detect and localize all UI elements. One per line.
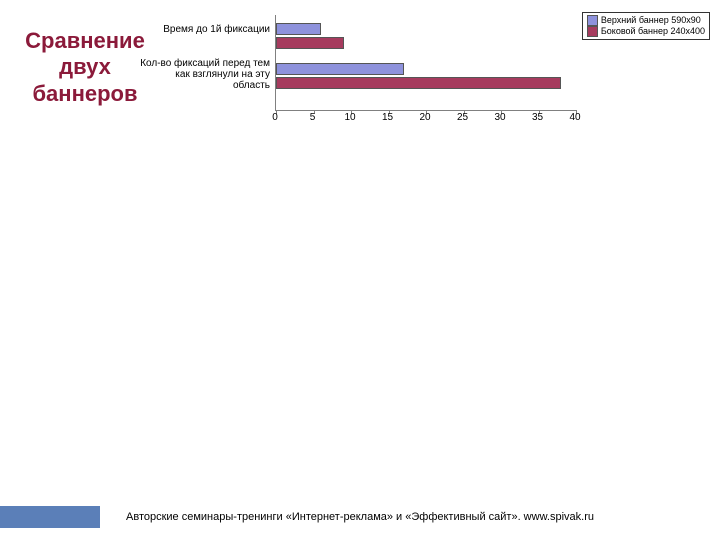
bar-s1-c1 [276,77,561,89]
slide-title: Сравнение двух баннеров [10,28,160,107]
x-tick-label: 0 [272,112,278,123]
x-tick-label: 25 [457,112,468,123]
category-label-0: Время до 1й фиксации [140,24,270,35]
legend-item-1: Боковой баннер 240x400 [587,26,705,37]
legend-item-0: Верхний баннер 590x90 [587,15,705,26]
x-tick-label: 30 [494,112,505,123]
x-tick-label: 10 [344,112,355,123]
x-tick-label: 40 [569,112,580,123]
x-tick-label: 15 [382,112,393,123]
chart-legend: Верхний баннер 590x90 Боковой баннер 240… [582,12,710,40]
legend-swatch-1 [587,26,598,37]
x-tick-label: 5 [310,112,316,123]
bar-s0-c0 [276,23,321,35]
slide: Сравнение двух баннеров Время до 1й фикс… [0,0,720,540]
bar-s0-c1 [276,63,404,75]
x-axis-ticks: 0510152025303540 [275,112,575,126]
category-label-1: Кол-во фиксаций перед тем как взглянули … [140,58,270,91]
x-tick-label: 35 [532,112,543,123]
plot-area [275,15,576,111]
x-tick-label: 20 [419,112,430,123]
legend-label-0: Верхний баннер 590x90 [601,15,701,26]
bar-s1-c0 [276,37,344,49]
legend-swatch-0 [587,15,598,26]
legend-label-1: Боковой баннер 240x400 [601,26,705,37]
banner-comparison-chart: Время до 1й фиксации Кол-во фиксаций пер… [140,10,710,140]
footer-text: Авторские семинары-тренинги «Интернет-ре… [0,506,720,528]
